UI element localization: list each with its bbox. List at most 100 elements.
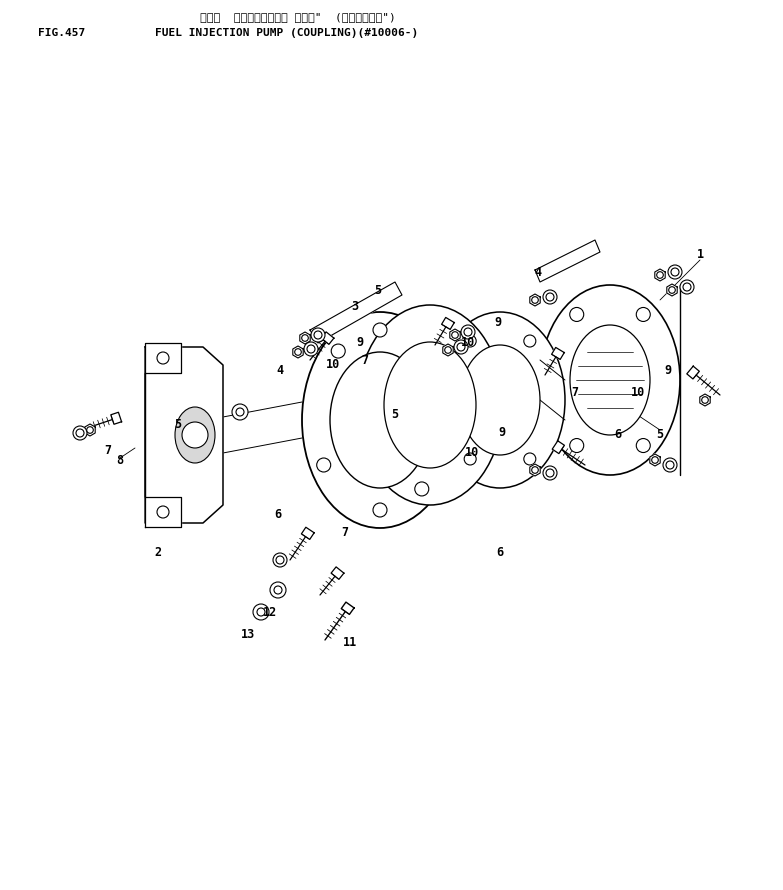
Text: 4: 4: [535, 265, 542, 279]
Polygon shape: [145, 497, 181, 527]
Circle shape: [445, 347, 451, 353]
Circle shape: [543, 466, 557, 480]
Polygon shape: [321, 332, 334, 344]
Circle shape: [669, 287, 675, 294]
Circle shape: [307, 345, 315, 353]
Circle shape: [273, 553, 287, 567]
Circle shape: [274, 586, 282, 594]
Circle shape: [457, 343, 465, 351]
Polygon shape: [85, 424, 96, 436]
Circle shape: [666, 461, 674, 469]
Ellipse shape: [435, 312, 565, 488]
Polygon shape: [442, 318, 454, 329]
Text: 5: 5: [392, 409, 399, 422]
Polygon shape: [301, 527, 314, 539]
Text: 3: 3: [352, 301, 359, 313]
Circle shape: [157, 506, 169, 518]
Polygon shape: [331, 567, 344, 579]
Text: 8: 8: [117, 454, 124, 466]
Ellipse shape: [330, 352, 430, 488]
Circle shape: [182, 422, 208, 448]
Circle shape: [236, 408, 244, 416]
Polygon shape: [341, 603, 354, 614]
Ellipse shape: [302, 312, 458, 528]
Text: 6: 6: [274, 508, 282, 522]
Polygon shape: [655, 269, 666, 281]
Ellipse shape: [357, 305, 503, 505]
Circle shape: [311, 328, 325, 342]
Ellipse shape: [570, 325, 650, 435]
Text: 13: 13: [241, 628, 255, 642]
Polygon shape: [530, 294, 540, 306]
Circle shape: [232, 404, 248, 420]
Polygon shape: [145, 347, 223, 523]
Polygon shape: [700, 394, 710, 406]
Circle shape: [253, 604, 269, 620]
Polygon shape: [530, 464, 540, 476]
Circle shape: [546, 293, 554, 301]
Text: 11: 11: [343, 635, 357, 649]
Text: 10: 10: [326, 359, 340, 371]
Circle shape: [570, 307, 584, 321]
Polygon shape: [551, 347, 565, 360]
Text: FUEL INJECTION PUMP (COUPLING)(#10006-): FUEL INJECTION PUMP (COUPLING)(#10006-): [155, 28, 418, 38]
Circle shape: [637, 307, 650, 321]
Text: 5: 5: [175, 418, 182, 432]
Text: 2: 2: [154, 546, 161, 559]
Text: 7: 7: [572, 385, 579, 399]
Circle shape: [464, 335, 476, 347]
Text: 10: 10: [465, 446, 479, 458]
Text: 7: 7: [362, 353, 369, 367]
Circle shape: [257, 608, 265, 616]
Circle shape: [270, 582, 286, 598]
Circle shape: [415, 344, 429, 358]
Text: 7: 7: [104, 443, 111, 457]
Polygon shape: [449, 329, 460, 341]
Polygon shape: [293, 346, 303, 358]
Circle shape: [316, 458, 330, 472]
Polygon shape: [310, 282, 402, 343]
Circle shape: [464, 328, 472, 336]
Circle shape: [663, 458, 677, 472]
Circle shape: [570, 439, 584, 452]
Polygon shape: [111, 412, 121, 425]
Text: 1: 1: [696, 248, 704, 262]
Text: FIG.457: FIG.457: [38, 28, 85, 38]
Polygon shape: [145, 343, 181, 373]
Circle shape: [373, 323, 387, 337]
Circle shape: [76, 429, 84, 437]
Circle shape: [304, 342, 318, 356]
Circle shape: [524, 335, 536, 347]
Text: 12: 12: [263, 605, 277, 619]
Circle shape: [702, 397, 709, 403]
Circle shape: [464, 453, 476, 465]
Circle shape: [524, 453, 536, 465]
Circle shape: [415, 482, 429, 496]
Circle shape: [637, 439, 650, 452]
Text: 5: 5: [374, 284, 381, 296]
Circle shape: [683, 283, 691, 291]
Ellipse shape: [384, 342, 476, 468]
Circle shape: [87, 426, 93, 433]
Circle shape: [546, 469, 554, 477]
Text: 10: 10: [631, 385, 645, 399]
Polygon shape: [552, 441, 565, 454]
Ellipse shape: [175, 407, 215, 463]
Text: 6: 6: [496, 546, 503, 559]
Circle shape: [651, 457, 659, 464]
Circle shape: [301, 335, 309, 341]
Text: 5: 5: [656, 428, 663, 441]
Text: 9: 9: [356, 336, 363, 349]
Polygon shape: [687, 366, 699, 379]
Text: 6: 6: [615, 428, 622, 441]
Circle shape: [331, 344, 345, 358]
Circle shape: [532, 466, 538, 473]
Polygon shape: [667, 284, 677, 296]
Text: 10: 10: [461, 336, 475, 349]
Circle shape: [276, 556, 284, 564]
Circle shape: [314, 331, 322, 339]
Text: 7: 7: [341, 525, 348, 538]
Circle shape: [294, 349, 301, 355]
Circle shape: [680, 280, 694, 294]
Ellipse shape: [540, 285, 680, 475]
